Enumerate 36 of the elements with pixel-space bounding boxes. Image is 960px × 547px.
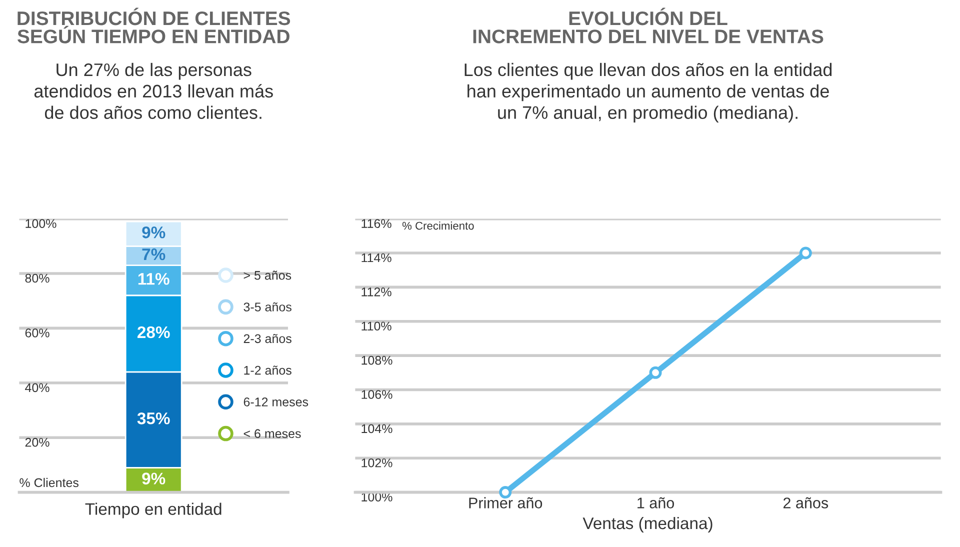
- chart-subtitle: Un 27% de las personas atendidos en 2013 llevan más de dos años como clientes.: [34, 62, 273, 119]
- y-tick-label: 112%: [362, 288, 392, 296]
- y-tick-label: 100%: [26, 219, 56, 228]
- data-label: 9%: [142, 472, 166, 484]
- y-tick-label: 20%: [25, 438, 50, 447]
- legend-label: 2-3 años: [244, 334, 292, 344]
- x-tick-label: Primer año: [469, 497, 542, 508]
- y-tick-label: 102%: [362, 458, 392, 468]
- legend-label: > 5 años: [244, 270, 292, 280]
- y-tick-label: 60%: [25, 328, 50, 338]
- chart-title: DISTRIBUCIÓN DE CLIENTES SEGÚN TIEMPO EN ENTIDAD: [17, 8, 290, 44]
- y-tick-label: 80%: [25, 274, 50, 283]
- legend-label: < 6 meses: [244, 429, 301, 438]
- data-label: 28%: [138, 326, 170, 338]
- y-tick-label: 110%: [362, 322, 392, 331]
- y-tick-label: 114%: [362, 253, 392, 262]
- x-tick-label: 1 año: [638, 497, 674, 508]
- y-axis-title: % Crecimiento: [402, 222, 474, 230]
- legend-label: 6-12 meses: [244, 398, 308, 406]
- y-axis-title: % Clientes: [20, 478, 78, 488]
- data-label: 35%: [137, 412, 170, 424]
- x-tick-label: 2 años: [783, 497, 828, 508]
- x-axis-title: Tiempo en entidad: [85, 502, 222, 518]
- y-tick-label: 106%: [362, 390, 392, 399]
- data-label: 11%: [138, 273, 170, 285]
- legend-label: 1-2 años: [244, 366, 292, 375]
- chart-title: EVOLUCIÓN DEL INCREMENTO DEL NIVEL DE VENTAS: [473, 8, 824, 44]
- chart-subtitle: Los clientes que llevan dos años en la entidad han experimentado un aumento de ventas de un 7% anual, en promedio (mediana).: [464, 62, 832, 123]
- y-tick-label: 104%: [362, 424, 392, 434]
- y-tick-label: 116%: [362, 219, 392, 228]
- x-axis-title: Ventas (mediana): [582, 516, 712, 532]
- data-label: 9%: [142, 226, 166, 238]
- y-tick-label: 40%: [25, 383, 50, 392]
- legend-label: 3-5 años: [244, 302, 292, 312]
- data-label: 7%: [142, 248, 166, 260]
- y-tick-label: 108%: [362, 356, 392, 365]
